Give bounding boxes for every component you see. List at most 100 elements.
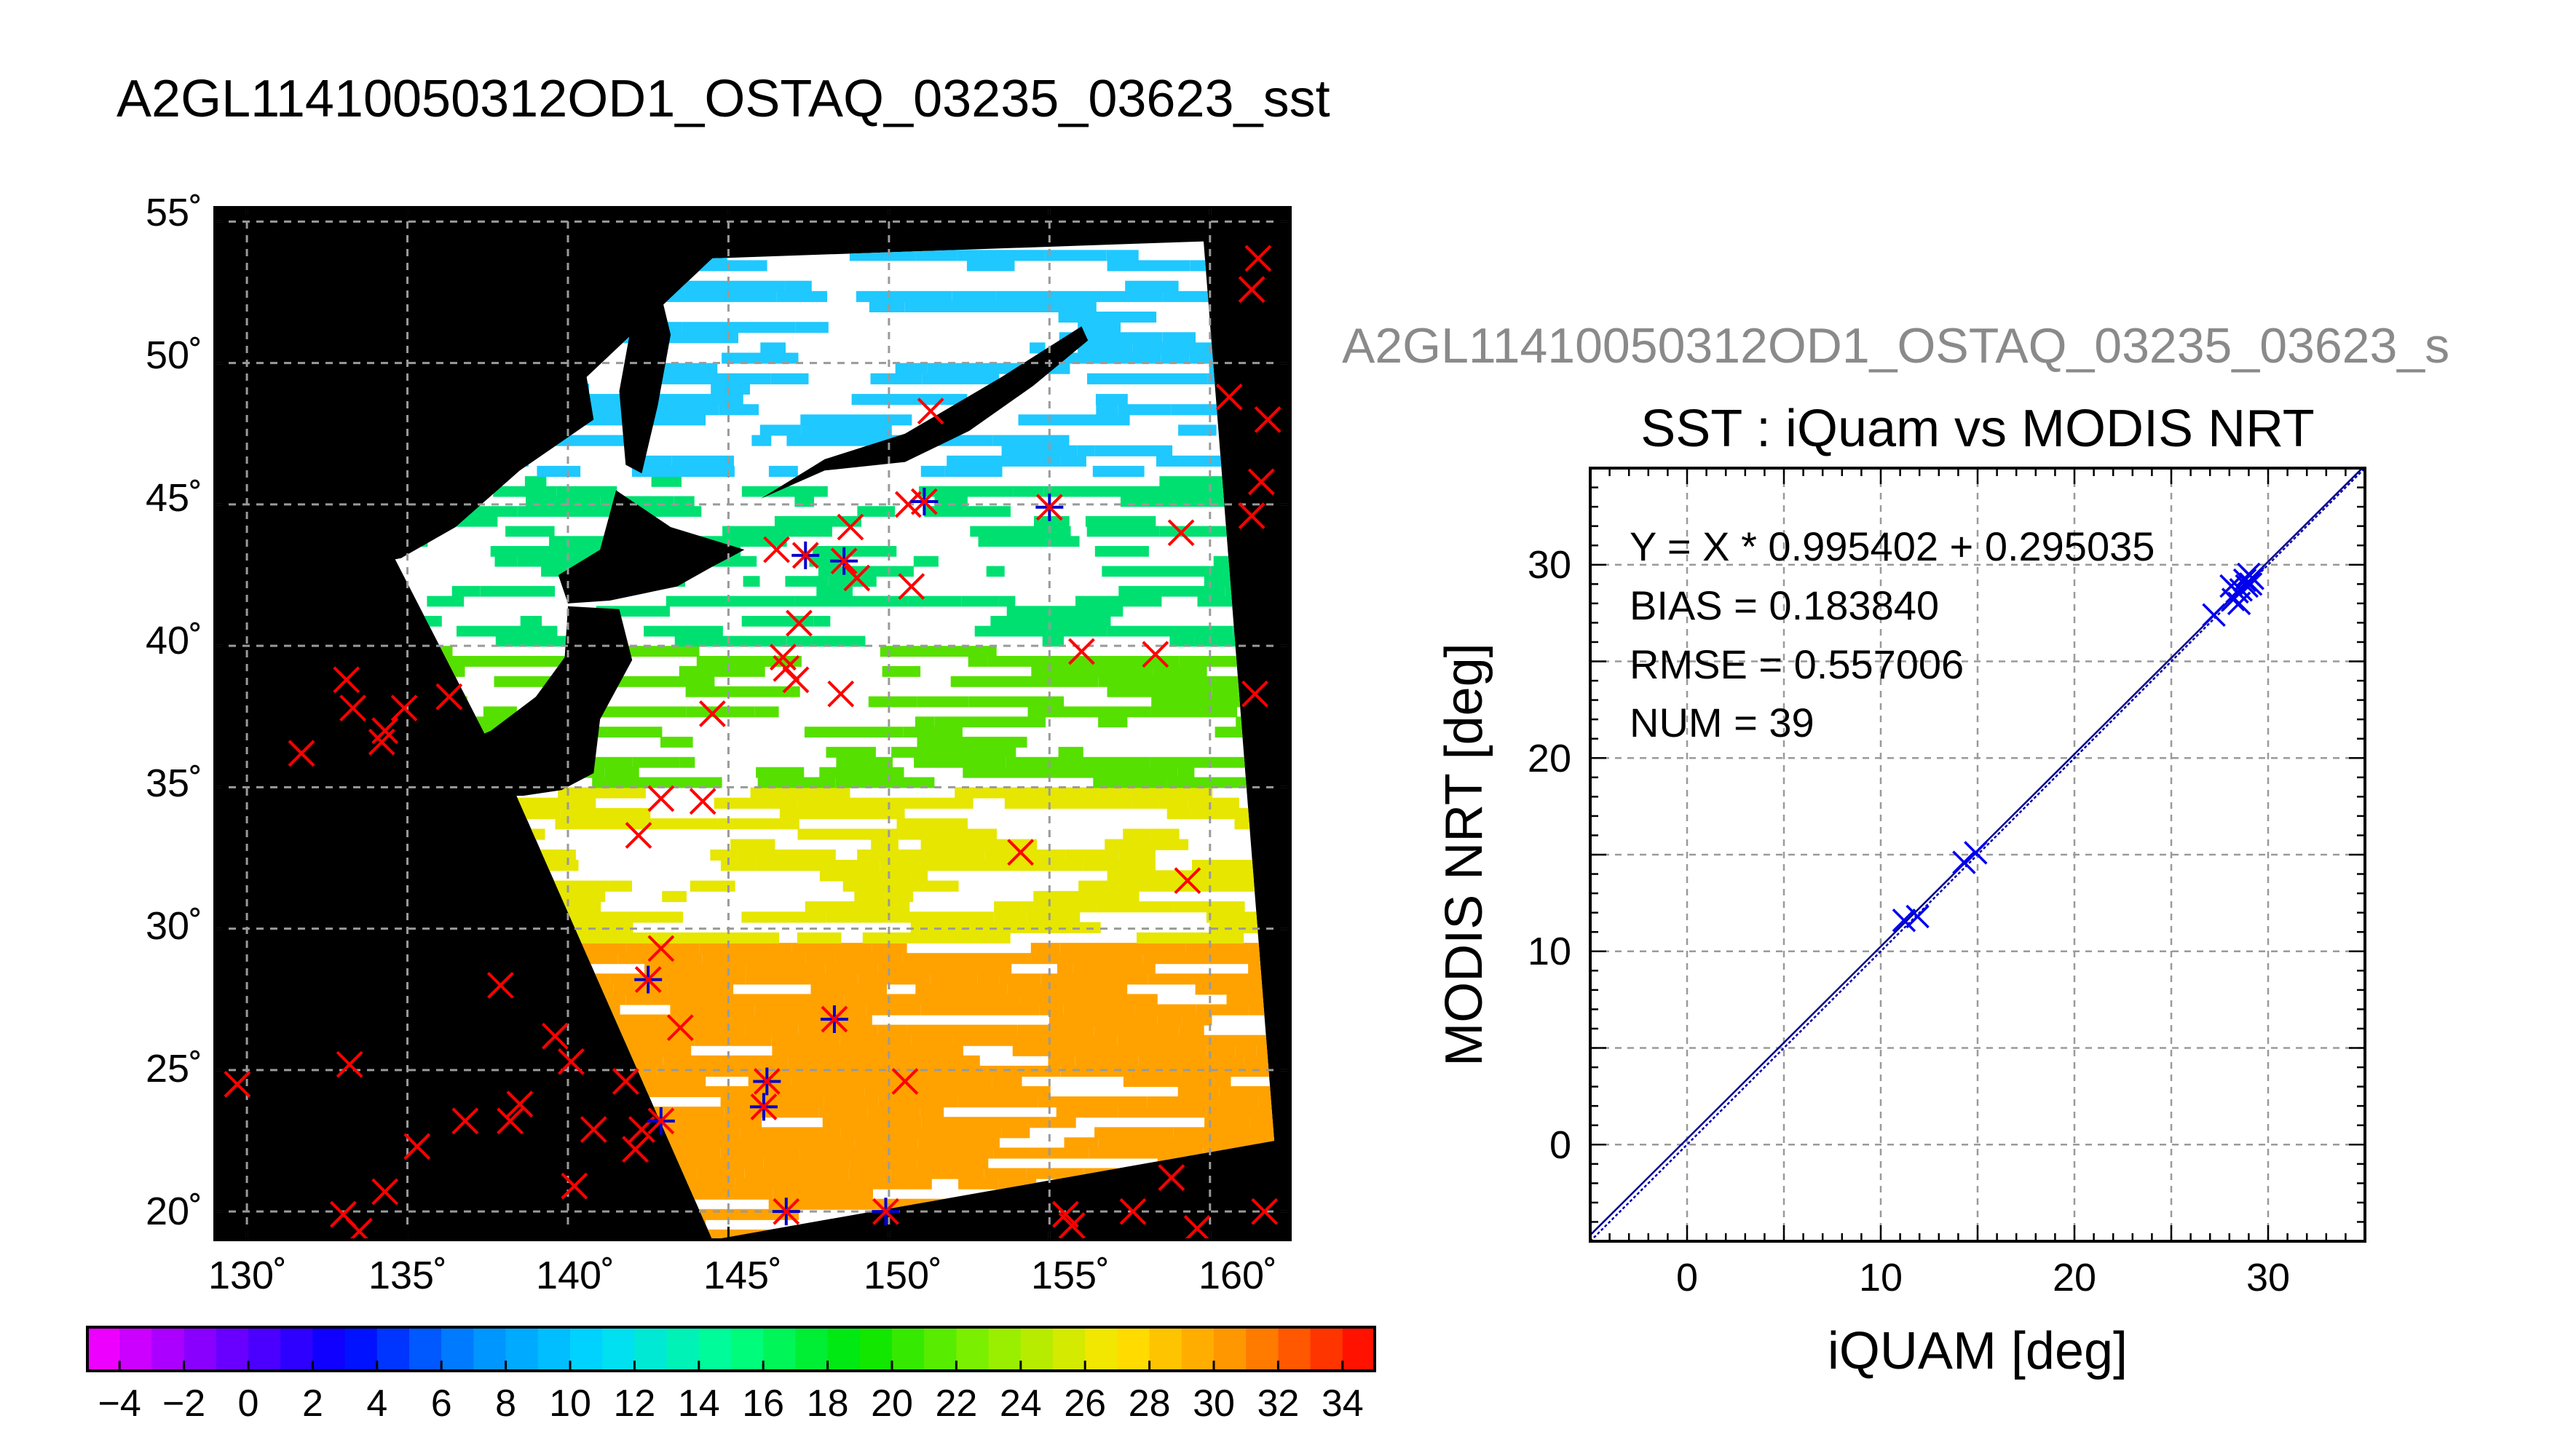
colorbar-label: 14	[678, 1382, 720, 1425]
scatter-points	[1892, 562, 2264, 933]
buoy-marker	[1215, 383, 1243, 411]
buoy-marker	[403, 1133, 431, 1160]
colorbar-swatch	[827, 1327, 861, 1371]
colorbar: −4 −2 0 2 4 6 8 10 12 14 16 18 20 22 24 26 28 30 32 34	[86, 1326, 1376, 1425]
lon-label-150: 150˚	[864, 1254, 942, 1297]
buoy-marker	[1142, 641, 1169, 668]
map-ticks	[215, 207, 1290, 1240]
matched-buoy-marker	[910, 488, 939, 516]
buoy-marker	[894, 491, 922, 518]
buoy-marker	[1119, 1198, 1147, 1225]
colorbar-label: −2	[162, 1382, 205, 1425]
matched-buoy-marker	[749, 1093, 778, 1121]
buoy-marker	[622, 1136, 649, 1163]
buoy-marker	[224, 1070, 251, 1098]
lat-label-20: 20˚	[146, 1190, 202, 1233]
colorbar-swatch	[183, 1327, 217, 1371]
buoy-marker	[1254, 405, 1282, 433]
colorbar-swatch	[87, 1327, 120, 1371]
map-title: A2GL11410050312OD1_OSTAQ_03235_03623_sst	[117, 70, 1330, 128]
colorbar-label: 28	[1129, 1382, 1171, 1425]
buoy-marker	[782, 666, 810, 694]
y-tick-30: 30	[1528, 543, 1571, 587]
scatter-point	[2238, 572, 2263, 596]
colorbar-swatch	[956, 1327, 990, 1371]
buoy-marker	[1247, 468, 1275, 496]
matched-buoy-marker	[1035, 493, 1064, 521]
scatter-point	[2232, 568, 2257, 593]
scatter-point	[2240, 566, 2264, 590]
colorbar-swatch	[570, 1327, 603, 1371]
matched-buoy-marker	[634, 965, 663, 994]
colorbar-swatch	[409, 1327, 442, 1371]
colorbar-label: 24	[1000, 1382, 1042, 1425]
colorbar-swatch	[795, 1327, 829, 1371]
lon-label-135: 135˚	[368, 1254, 447, 1297]
colorbar-label: 12	[613, 1382, 655, 1425]
colorbar-swatch	[1053, 1327, 1086, 1371]
colorbar-frame	[86, 1326, 1376, 1372]
buoy-marker	[371, 1178, 399, 1206]
buoy-marker	[435, 683, 463, 711]
matched-buoy-marker	[647, 1107, 675, 1135]
buoy-marker	[451, 1107, 479, 1135]
buoy-marker	[786, 609, 813, 637]
x-tick-20: 20	[2053, 1256, 2096, 1299]
lat-label-35: 35˚	[146, 761, 202, 805]
colorbar-label: 2	[302, 1382, 323, 1425]
colorbar-swatch	[988, 1327, 1022, 1371]
buoy-marker	[1238, 502, 1265, 529]
colorbar-swatch	[1085, 1327, 1118, 1371]
lat-label-30: 30˚	[146, 904, 202, 948]
buoy-marker	[1241, 680, 1268, 708]
stats-bias: BIAS = 0.183840	[1630, 582, 1939, 628]
colorbar-swatch	[1310, 1327, 1343, 1371]
lon-label-140: 140˚	[536, 1254, 615, 1297]
colorbar-swatch	[666, 1327, 700, 1371]
colorbar-label: 34	[1322, 1382, 1364, 1425]
colorbar-label: 0	[238, 1382, 259, 1425]
lon-label-130: 130˚	[208, 1254, 287, 1297]
colorbar-swatch	[248, 1327, 281, 1371]
scatter-point	[1906, 904, 1930, 929]
matched-buoy-marker	[830, 547, 858, 575]
colorbar-swatch	[634, 1327, 668, 1371]
buoy-marker	[288, 740, 315, 767]
colorbar-swatch	[344, 1327, 378, 1371]
colorbar-swatch	[1117, 1327, 1150, 1371]
colorbar-swatch	[537, 1327, 571, 1371]
buoy-marker	[898, 573, 925, 600]
lat-label-40: 40˚	[146, 619, 202, 662]
buoy-markers	[224, 245, 1282, 1240]
buoy-marker	[647, 935, 675, 962]
buoy-marker	[917, 397, 944, 425]
colorbar-swatch	[505, 1327, 539, 1371]
lat-label-45: 45˚	[146, 476, 202, 520]
colorbar-swatch	[602, 1327, 636, 1371]
buoy-marker	[1167, 519, 1195, 547]
scatter-stats: Y = X * 0.995402 + 0.295035 BIAS = 0.183…	[1630, 523, 2155, 745]
colorbar-swatch	[280, 1327, 314, 1371]
colorbar-label: 32	[1257, 1382, 1299, 1425]
colorbar-swatch	[441, 1327, 475, 1371]
buoy-marker	[1007, 839, 1035, 866]
colorbar-swatch	[1149, 1327, 1182, 1371]
lat-label-55: 55˚	[146, 191, 202, 234]
lon-label-145: 145˚	[703, 1254, 782, 1297]
colorbar-label: 26	[1064, 1382, 1106, 1425]
matched-buoy-marker	[872, 1198, 900, 1226]
y-tick-0: 0	[1549, 1123, 1571, 1167]
scatter-title: SST : iQuam vs MODIS NRT	[1640, 400, 2315, 458]
x-tick-30: 30	[2246, 1256, 2290, 1299]
lat-label-50: 50˚	[146, 333, 202, 377]
land-mask	[231, 227, 1089, 842]
scatter-plot	[1589, 467, 2366, 1243]
colorbar-swatch	[473, 1327, 507, 1371]
colorbar-swatch	[924, 1327, 957, 1371]
sst-band-21	[394, 646, 1274, 788]
buoy-marker	[1058, 1212, 1086, 1239]
scatter-point	[1964, 841, 1988, 865]
stats-num: NUM = 39	[1630, 700, 1814, 745]
buoy-marker	[1238, 276, 1265, 304]
